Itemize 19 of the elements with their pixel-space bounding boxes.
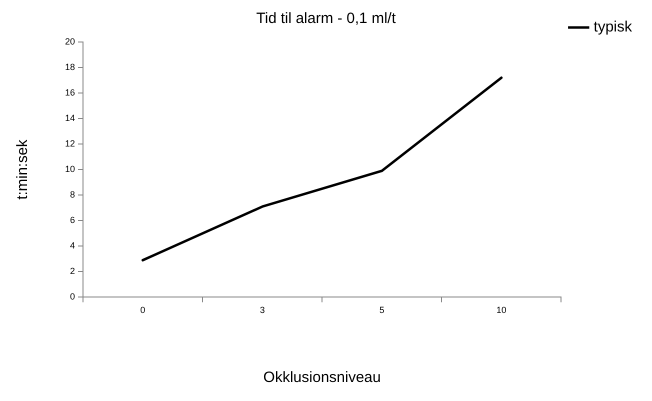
legend-label: typisk (594, 18, 632, 36)
y-axis-title: t:min:sek (14, 139, 32, 200)
y-tick-label: 12 (64, 138, 76, 149)
y-tick-label: 8 (70, 190, 76, 200)
y-tick-label: 16 (64, 88, 76, 98)
y-tick-label: 10 (64, 164, 76, 174)
y-tick-label: 0 (70, 292, 76, 302)
y-tick-label: 14 (64, 113, 76, 124)
x-axis-title: Okklusionsniveau (263, 369, 381, 386)
x-tick-label: 3 (260, 305, 265, 316)
y-tick-label: 6 (70, 215, 76, 226)
x-tick-label: 5 (379, 305, 384, 316)
y-tick-label: 20 (64, 36, 76, 46)
y-tick-label: 4 (70, 240, 76, 251)
chart-title: Tid til alarm - 0,1 ml/t (256, 10, 397, 28)
y-tick-label: 2 (70, 266, 76, 276)
x-tick-label: 0 (140, 305, 146, 316)
x-tick-label: 10 (496, 305, 506, 316)
y-tick-label: 18 (64, 62, 76, 72)
